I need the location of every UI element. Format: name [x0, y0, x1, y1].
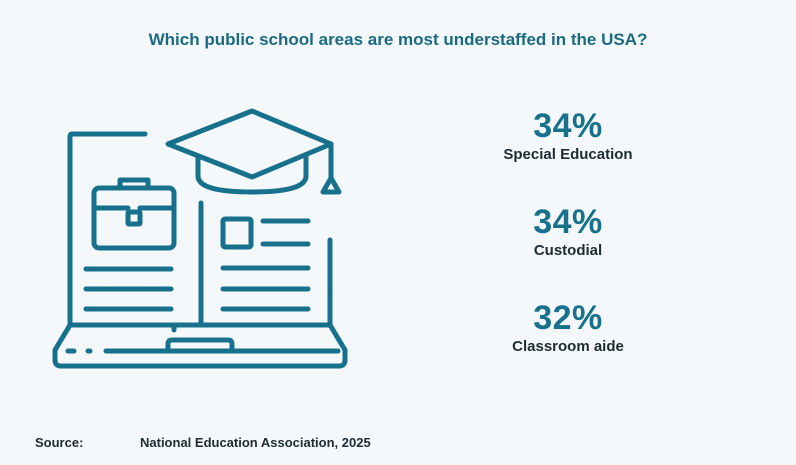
stat-classroom-aide: 32% Classroom aide: [470, 298, 666, 356]
stat-special-education: 34% Special Education: [470, 106, 666, 164]
stat-custodial: 34% Custodial: [470, 202, 666, 260]
stat-value: 34%: [533, 107, 603, 145]
stat-label: Custodial: [533, 242, 603, 259]
laptop-with-book-and-graduation-cap-icon: [52, 108, 348, 369]
source-text: National Education Association, 2025: [140, 435, 371, 450]
stat-label: Special Education: [503, 146, 633, 163]
stat-label: Classroom aide: [512, 338, 624, 355]
chart-title: Which public school areas are most under…: [148, 30, 648, 49]
source-label: Source:: [35, 435, 84, 450]
stat-value: 34%: [533, 203, 603, 241]
stat-value: 32%: [533, 299, 603, 337]
